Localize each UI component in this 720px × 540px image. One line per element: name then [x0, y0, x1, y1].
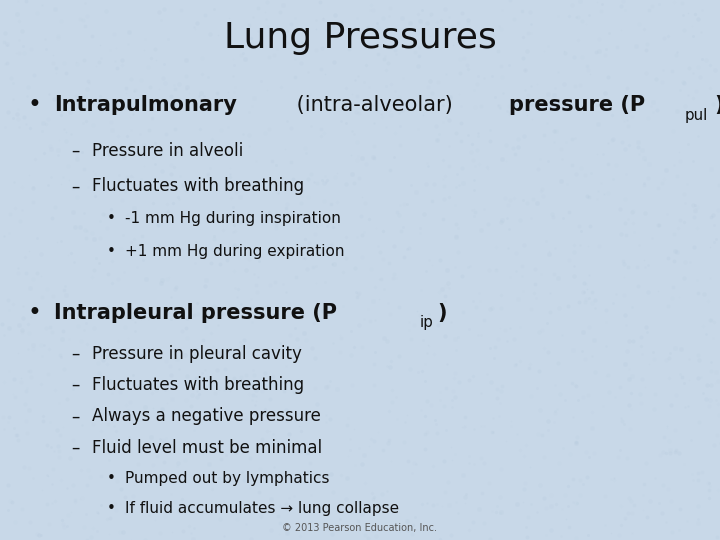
- Text: -1 mm Hg during inspiration: -1 mm Hg during inspiration: [125, 211, 341, 226]
- Text: +1 mm Hg during expiration: +1 mm Hg during expiration: [125, 244, 344, 259]
- Text: •: •: [107, 244, 116, 259]
- Text: •: •: [27, 301, 42, 325]
- Text: Pressure in alveoli: Pressure in alveoli: [92, 142, 243, 160]
- Text: ): ): [437, 303, 446, 323]
- Text: •: •: [107, 501, 116, 516]
- Text: (intra-alveolar): (intra-alveolar): [290, 95, 459, 116]
- Text: •: •: [107, 471, 116, 487]
- Text: Lung Pressures: Lung Pressures: [224, 21, 496, 55]
- Text: pressure (P: pressure (P: [508, 95, 644, 116]
- Text: Always a negative pressure: Always a negative pressure: [92, 407, 321, 426]
- Text: –: –: [71, 177, 80, 195]
- Text: Pressure in pleural cavity: Pressure in pleural cavity: [92, 345, 302, 363]
- Text: Fluid level must be minimal: Fluid level must be minimal: [92, 438, 323, 457]
- Text: Intrapulmonary: Intrapulmonary: [54, 95, 237, 116]
- Text: –: –: [71, 407, 80, 426]
- Text: ): ): [714, 95, 720, 116]
- Text: © 2013 Pearson Education, Inc.: © 2013 Pearson Education, Inc.: [282, 523, 438, 533]
- Text: –: –: [71, 376, 80, 394]
- Text: Intrapleural pressure (P: Intrapleural pressure (P: [54, 303, 337, 323]
- Text: Fluctuates with breathing: Fluctuates with breathing: [92, 376, 305, 394]
- Text: –: –: [71, 142, 80, 160]
- Text: •: •: [27, 93, 42, 117]
- Text: Pumped out by lymphatics: Pumped out by lymphatics: [125, 471, 329, 487]
- Text: Fluctuates with breathing: Fluctuates with breathing: [92, 177, 305, 195]
- Text: ip: ip: [419, 315, 433, 330]
- Text: –: –: [71, 438, 80, 457]
- Text: –: –: [71, 345, 80, 363]
- Text: If fluid accumulates → lung collapse: If fluid accumulates → lung collapse: [125, 501, 399, 516]
- Text: •: •: [107, 211, 116, 226]
- Text: pul: pul: [684, 107, 708, 123]
